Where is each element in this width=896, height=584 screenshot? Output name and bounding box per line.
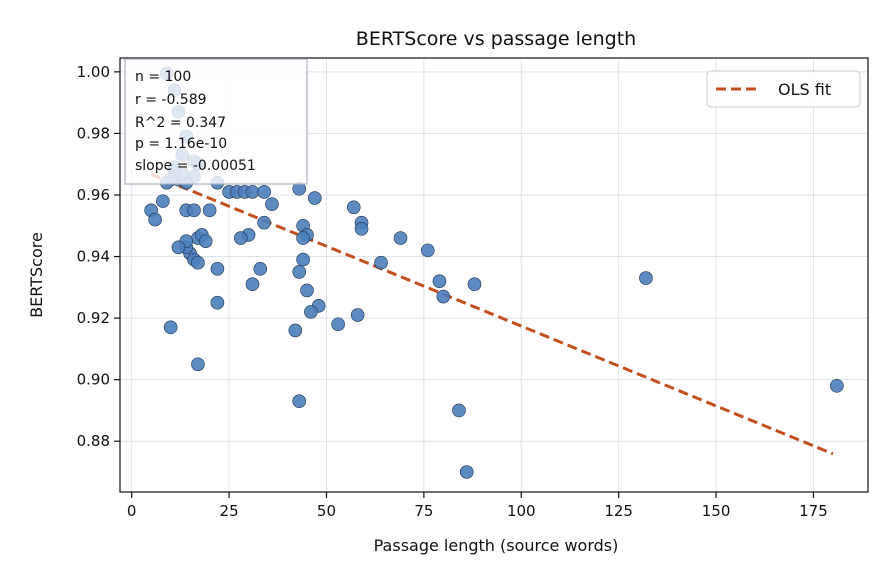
y-tick-label: 0.88 xyxy=(77,432,110,450)
data-point xyxy=(452,403,466,418)
y-tick-label: 0.96 xyxy=(77,186,110,204)
data-point xyxy=(233,231,248,245)
chart-title: BERTScore vs passage length xyxy=(356,28,636,50)
data-point xyxy=(210,262,225,276)
stats-r: r = -0.589 xyxy=(135,92,207,108)
y-tick-label: 0.98 xyxy=(77,124,110,142)
x-tick-label: 100 xyxy=(507,502,536,520)
data-point xyxy=(245,277,260,292)
data-point xyxy=(350,308,365,322)
x-tick-label: 175 xyxy=(799,502,828,520)
data-point xyxy=(148,212,162,227)
data-point xyxy=(393,231,408,245)
data-point xyxy=(257,185,271,199)
data-point xyxy=(198,234,213,248)
stats-r-squared: R^2 = 0.347 xyxy=(135,115,226,131)
x-tick-label: 50 xyxy=(317,502,336,520)
stats-box-frame xyxy=(124,58,308,185)
data-point xyxy=(374,255,388,270)
x-tick-label: 0 xyxy=(127,502,137,520)
data-point xyxy=(257,215,271,230)
data-point xyxy=(210,295,225,310)
x-axis-title: Passage length (source words) xyxy=(374,536,619,555)
data-point xyxy=(292,394,307,408)
data-point xyxy=(187,203,201,218)
data-point xyxy=(163,320,178,335)
data-point xyxy=(459,465,474,479)
plot-frame xyxy=(119,57,869,493)
legend-frame xyxy=(706,70,861,108)
x-ticks: 0 25 50 75 100 125 150 175 xyxy=(127,492,828,520)
y-tick-label: 0.90 xyxy=(77,371,110,389)
data-point xyxy=(156,194,170,208)
data-point xyxy=(202,203,217,218)
data-point xyxy=(436,289,451,304)
data-point xyxy=(296,231,310,245)
data-point xyxy=(830,379,844,393)
data-point xyxy=(420,243,435,258)
x-tick-label: 150 xyxy=(702,502,731,520)
x-tick-label: 125 xyxy=(604,502,633,520)
stats-box: n = 100 r = -0.589 R^2 = 0.347 p = 1.16e… xyxy=(124,58,308,185)
data-point xyxy=(253,262,268,276)
data-point xyxy=(245,185,260,199)
data-point xyxy=(300,283,314,298)
data-point xyxy=(288,323,303,338)
data-point xyxy=(171,240,186,255)
data-point xyxy=(292,265,307,279)
grid-lines xyxy=(120,58,868,492)
data-point xyxy=(346,200,361,215)
legend-label-ols-fit: OLS fit xyxy=(778,80,831,99)
y-tick-label: 1.00 xyxy=(77,63,110,81)
data-point xyxy=(639,271,653,285)
y-tick-label: 0.92 xyxy=(77,309,110,327)
data-point xyxy=(191,357,205,372)
y-axis-title: BERTScore xyxy=(27,232,46,318)
y-ticks: 0.88 0.90 0.92 0.94 0.96 0.98 1.00 xyxy=(77,63,120,450)
x-tick-label: 75 xyxy=(414,502,433,520)
data-point xyxy=(467,277,482,292)
data-point xyxy=(432,274,447,288)
stats-p-value: p = 1.16e-10 xyxy=(135,136,227,152)
stats-n: n = 100 xyxy=(135,69,191,85)
stats-slope: slope = -0.00051 xyxy=(135,158,256,174)
data-point xyxy=(296,252,310,267)
legend: OLS fit xyxy=(706,70,861,108)
data-point xyxy=(354,222,369,236)
x-tick-label: 25 xyxy=(220,502,239,520)
data-point xyxy=(331,317,345,332)
y-tick-label: 0.94 xyxy=(77,248,110,266)
data-point xyxy=(265,197,279,212)
data-point xyxy=(304,305,318,319)
data-point xyxy=(307,191,322,205)
data-point xyxy=(191,255,205,270)
